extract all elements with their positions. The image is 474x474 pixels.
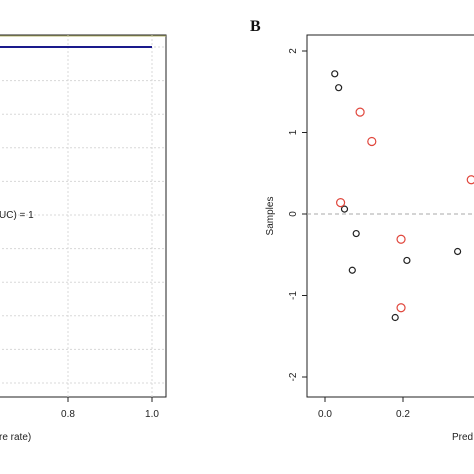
- residual-y-tick-label: 2: [288, 48, 299, 54]
- residual-point-black: [348, 266, 356, 274]
- residual-x-ticks: 0.0 0.2: [318, 397, 410, 420]
- residual-plot-frame: [306, 34, 474, 398]
- residual-point-black: [403, 256, 411, 265]
- residual-point-black: [335, 84, 343, 92]
- residual-x-axis-label: Pred: [452, 432, 473, 443]
- panel-letter-b: B: [250, 18, 261, 35]
- residual-y-tick-label: 0: [288, 211, 299, 217]
- residual-point-black: [331, 70, 339, 78]
- residual-y-axis-label: Samples: [265, 197, 276, 236]
- residual-points: [331, 70, 474, 322]
- residual-point-black: [454, 247, 462, 256]
- residual-point-red: [367, 136, 377, 147]
- roc-panel: UC) = 1 0.8 1.0 re rate): [0, 34, 167, 443]
- residual-x-tick-label: 0.0: [318, 409, 332, 420]
- residual-point-red: [336, 197, 346, 208]
- residual-x-tick-label: 0.2: [396, 409, 410, 420]
- roc-auc-annotation: UC) = 1: [0, 210, 34, 221]
- residual-point-black: [391, 313, 399, 322]
- residual-y-tick-label: 1: [288, 129, 299, 135]
- residual-y-ticks: -2 -1 0 1 2: [288, 48, 307, 381]
- residual-point-black: [340, 205, 349, 213]
- residual-point-red: [466, 175, 474, 185]
- residual-point-black: [352, 229, 360, 238]
- roc-x-tick-label: 1.0: [145, 409, 159, 420]
- residual-y-tick-label: -2: [288, 372, 299, 381]
- roc-x-tick-label: 0.8: [61, 409, 75, 420]
- residual-point-red: [355, 107, 365, 117]
- roc-plot-frame: [0, 34, 167, 398]
- roc-x-axis-label: re rate): [0, 432, 31, 443]
- roc-x-ticks: 0.8 1.0: [61, 397, 159, 420]
- residual-y-tick-label: -1: [288, 291, 299, 300]
- residual-point-red: [396, 303, 406, 313]
- residual-panel: B -2 -1 0 1 2 0.0 0.2 Samples Pred: [250, 18, 474, 443]
- residual-point-red: [396, 234, 406, 244]
